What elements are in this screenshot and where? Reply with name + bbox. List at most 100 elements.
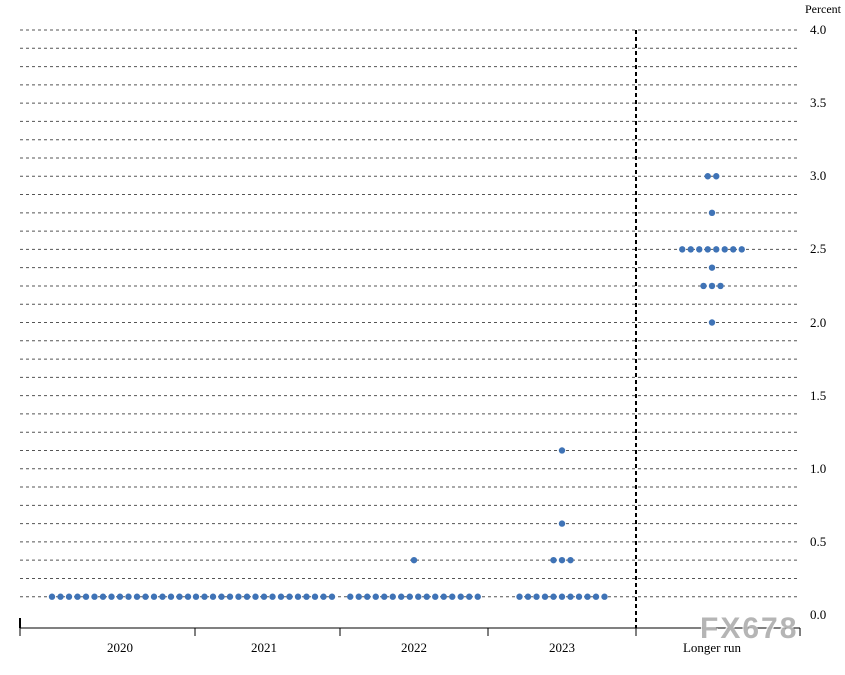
dot	[278, 594, 284, 600]
dot	[218, 594, 224, 600]
dot	[74, 594, 80, 600]
dot	[466, 594, 472, 600]
dot	[576, 594, 582, 600]
dot	[542, 594, 548, 600]
dot	[159, 594, 165, 600]
y-tick-label: 1.0	[810, 461, 826, 477]
dot	[705, 173, 711, 179]
x-tick-label: 2022	[401, 640, 427, 656]
dot	[108, 594, 114, 600]
chart-svg	[0, 0, 845, 675]
dot	[550, 594, 556, 600]
dot	[286, 594, 292, 600]
dot	[584, 594, 590, 600]
dot	[567, 594, 573, 600]
dot	[730, 246, 736, 252]
y-axis-title: Percent	[805, 2, 841, 17]
dot	[424, 594, 430, 600]
x-tick-label: Longer run	[683, 640, 741, 656]
dot	[364, 594, 370, 600]
dot	[142, 594, 148, 600]
dot	[235, 594, 241, 600]
dot	[390, 594, 396, 600]
dot	[83, 594, 89, 600]
dot	[449, 594, 455, 600]
dot	[739, 246, 745, 252]
dot	[151, 594, 157, 600]
y-tick-label: 0.0	[810, 607, 826, 623]
dot	[312, 594, 318, 600]
dot	[458, 594, 464, 600]
dot	[125, 594, 131, 600]
dot	[373, 594, 379, 600]
dot	[168, 594, 174, 600]
y-tick-label: 3.5	[810, 95, 826, 111]
y-tick-label: 2.0	[810, 315, 826, 331]
dot	[559, 594, 565, 600]
dot	[722, 246, 728, 252]
dot	[593, 594, 599, 600]
dot	[475, 594, 481, 600]
dot	[193, 594, 199, 600]
dot	[516, 594, 522, 600]
dot	[244, 594, 250, 600]
y-tick-label: 1.5	[810, 388, 826, 404]
y-tick-label: 0.5	[810, 534, 826, 550]
dot	[356, 594, 362, 600]
dot	[134, 594, 140, 600]
dot	[713, 246, 719, 252]
dot	[176, 594, 182, 600]
dot	[696, 246, 702, 252]
dot	[559, 447, 565, 453]
dot	[709, 210, 715, 216]
dot	[415, 594, 421, 600]
dot	[398, 594, 404, 600]
dot	[227, 594, 233, 600]
dot	[533, 594, 539, 600]
dot	[295, 594, 301, 600]
dot	[717, 283, 723, 289]
dot	[441, 594, 447, 600]
dot	[601, 594, 607, 600]
dot	[567, 557, 573, 563]
dot	[210, 594, 216, 600]
dot	[91, 594, 97, 600]
dot	[269, 594, 275, 600]
dot	[347, 594, 353, 600]
dot-plot-chart: Percent 0.0 0.5 1.0 1.5 2.0 2.5 3.0 3.5 4.0 2020…	[0, 0, 845, 675]
dot	[679, 246, 685, 252]
dot	[709, 264, 715, 270]
dot	[709, 319, 715, 325]
dot	[407, 594, 413, 600]
x-tick-label: 2023	[549, 640, 575, 656]
dot	[117, 594, 123, 600]
dot	[57, 594, 63, 600]
dot	[550, 557, 556, 563]
y-tick-label: 2.5	[810, 241, 826, 257]
dot	[252, 594, 258, 600]
dot	[329, 594, 335, 600]
dot	[559, 520, 565, 526]
dot	[411, 557, 417, 563]
dot	[381, 594, 387, 600]
dot	[66, 594, 72, 600]
dot	[525, 594, 531, 600]
x-tick-label: 2021	[251, 640, 277, 656]
dot	[709, 283, 715, 289]
dot	[688, 246, 694, 252]
x-tick-label: 2020	[107, 640, 133, 656]
dot	[201, 594, 207, 600]
dot	[261, 594, 267, 600]
dot	[185, 594, 191, 600]
dot	[303, 594, 309, 600]
dot	[432, 594, 438, 600]
dot	[320, 594, 326, 600]
dot	[705, 246, 711, 252]
y-tick-label: 3.0	[810, 168, 826, 184]
dot	[559, 557, 565, 563]
dot	[700, 283, 706, 289]
dot	[100, 594, 106, 600]
y-tick-label: 4.0	[810, 22, 826, 38]
dot	[713, 173, 719, 179]
dot	[49, 594, 55, 600]
